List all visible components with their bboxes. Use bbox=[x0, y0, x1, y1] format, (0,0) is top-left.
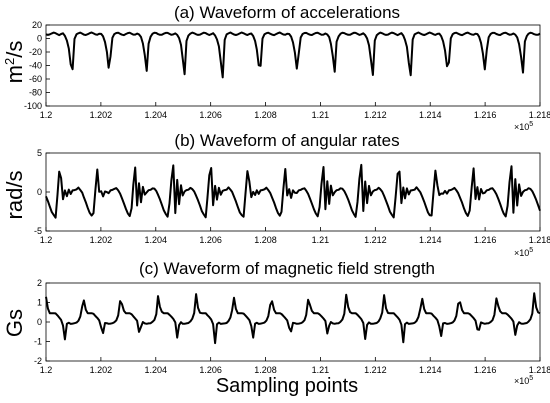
panel-title: (a) Waveform of accelerations bbox=[174, 3, 400, 22]
waveform-line bbox=[45, 292, 541, 345]
y-axis-label: m2/s bbox=[2, 41, 27, 84]
x-tick-label: 1.202 bbox=[90, 365, 113, 375]
y-tick-label: -20 bbox=[29, 47, 42, 57]
y-tick-label: 0 bbox=[37, 317, 42, 327]
y-tick-label: -60 bbox=[29, 74, 42, 84]
plot-frame bbox=[45, 24, 541, 107]
panel-title: (c) Waveform of magnetic field strength bbox=[139, 259, 435, 278]
y-tick-label: -40 bbox=[29, 61, 42, 71]
y-ticks: 5 0 -5 bbox=[34, 148, 50, 236]
x-axis-label: Sampling points bbox=[216, 375, 358, 397]
y-tick-label: -2 bbox=[34, 356, 42, 366]
y-tick-label: 0 bbox=[37, 34, 42, 44]
x-axis-multiplier: ×105 bbox=[514, 375, 533, 386]
x-tick-label: 1.212 bbox=[364, 235, 387, 245]
y-axis-label: Gs bbox=[2, 309, 27, 337]
panel-angular-rates: (b) Waveform of angular rates rad/s 5 0 -5… bbox=[2, 131, 550, 258]
x-tick-label: 1.204 bbox=[145, 110, 168, 120]
y-ticks: 20 0 -20 -40 -60 -80 -100 bbox=[24, 20, 50, 111]
x-tick-label: 1.208 bbox=[254, 235, 277, 245]
x-tick-label: 1.21 bbox=[312, 110, 330, 120]
x-tick-label: 1.214 bbox=[419, 235, 442, 245]
x-tick-label: 1.214 bbox=[419, 110, 442, 120]
panel-accelerations: (a) Waveform of accelerations m2/s 20 0 -2… bbox=[2, 3, 550, 132]
x-tick-label: 1.216 bbox=[474, 235, 497, 245]
x-axis-multiplier: ×105 bbox=[514, 121, 533, 132]
y-tick-label: 2 bbox=[37, 278, 42, 288]
x-tick-label: 1.2 bbox=[40, 365, 53, 375]
x-tick-label: 1.218 bbox=[529, 110, 550, 120]
y-tick-label: -5 bbox=[34, 226, 42, 236]
x-tick-label: 1.206 bbox=[199, 365, 222, 375]
y-axis-label: rad/s bbox=[2, 171, 27, 220]
x-axis-multiplier: ×105 bbox=[514, 247, 533, 258]
y-tick-label: -80 bbox=[29, 88, 42, 98]
x-tick-label: 1.208 bbox=[254, 365, 277, 375]
y-tick-label: 0 bbox=[37, 187, 42, 197]
x-tick-label: 1.218 bbox=[529, 235, 550, 245]
x-tick-label: 1.212 bbox=[364, 365, 387, 375]
x-tick-label: 1.204 bbox=[145, 365, 168, 375]
x-tick-label: 1.2 bbox=[40, 235, 53, 245]
panel-magnetic-field: (c) Waveform of magnetic field strength … bbox=[2, 259, 550, 397]
x-tick-label: 1.216 bbox=[474, 110, 497, 120]
y-tick-label: -1 bbox=[34, 337, 42, 347]
panel-title: (b) Waveform of angular rates bbox=[174, 131, 399, 150]
x-tick-label: 1.204 bbox=[145, 235, 168, 245]
y-tick-label: 1 bbox=[37, 298, 42, 308]
x-tick-label: 1.214 bbox=[419, 365, 442, 375]
x-tick-label: 1.212 bbox=[364, 110, 387, 120]
x-tick-label: 1.21 bbox=[312, 365, 330, 375]
x-tick-label: 1.206 bbox=[199, 110, 222, 120]
waveform-line bbox=[45, 31, 541, 79]
x-tick-label: 1.206 bbox=[199, 235, 222, 245]
x-tick-label: 1.218 bbox=[529, 365, 550, 375]
x-tick-label: 1.202 bbox=[90, 235, 113, 245]
y-tick-label: -100 bbox=[24, 101, 42, 111]
y-tick-label: 5 bbox=[37, 148, 42, 158]
waveform-line bbox=[45, 163, 541, 219]
x-tick-label: 1.208 bbox=[254, 110, 277, 120]
y-ticks: 2 1 0 -1 -2 bbox=[34, 278, 50, 366]
x-ticks: 1.2 1.202 1.204 1.206 1.208 1.21 1.212 1.214 1.2… bbox=[40, 357, 550, 375]
x-tick-label: 1.202 bbox=[90, 110, 113, 120]
x-tick-label: 1.216 bbox=[474, 365, 497, 375]
x-ticks: 1.2 1.202 1.204 1.206 1.208 1.21 1.212 1.214 1.2… bbox=[40, 227, 550, 245]
y-tick-label: 20 bbox=[32, 20, 42, 30]
x-tick-label: 1.2 bbox=[40, 110, 53, 120]
x-tick-label: 1.21 bbox=[312, 235, 330, 245]
x-ticks: 1.2 1.202 1.204 1.206 1.208 1.21 1.212 1.214 1.2… bbox=[40, 102, 550, 120]
